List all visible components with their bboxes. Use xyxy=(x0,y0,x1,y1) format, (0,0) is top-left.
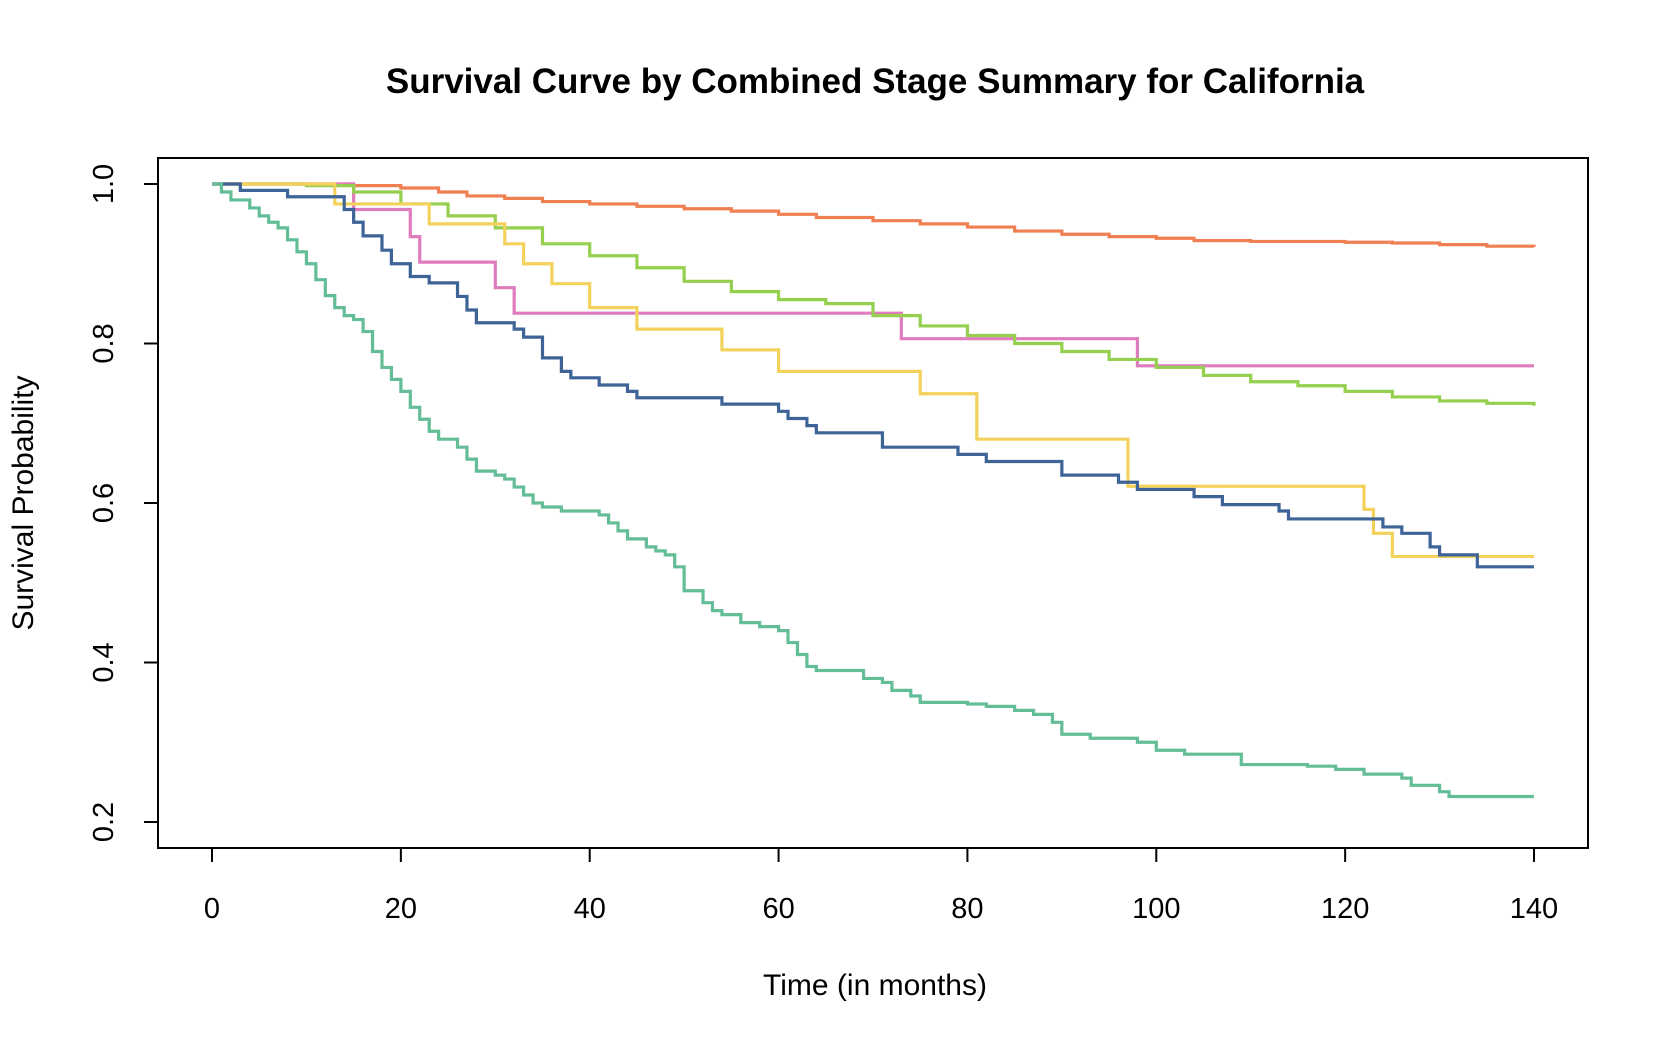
survival-curve-3 xyxy=(212,182,1536,406)
x-tick-label: 120 xyxy=(1321,893,1369,925)
survival-curve-2 xyxy=(212,182,1534,368)
chart-title: Survival Curve by Combined Stage Summary… xyxy=(386,62,1365,101)
x-tick-label: 0 xyxy=(204,893,220,925)
x-axis-label: Time (in months) xyxy=(763,969,987,1002)
y-tick-label: 0.6 xyxy=(88,483,120,523)
y-tick-label: 0.2 xyxy=(88,802,120,842)
plot-area-frame xyxy=(157,157,1589,849)
y-tick-label: 1.0 xyxy=(88,164,120,204)
survival-curve-1 xyxy=(212,182,1536,248)
x-tick-label: 60 xyxy=(762,893,794,925)
y-axis: 0.2 0.4 0.6 0.8 1.0 xyxy=(88,164,159,842)
survival-curve-5 xyxy=(212,182,1534,569)
x-axis: 0 20 40 60 80 100 120 140 xyxy=(204,847,1558,925)
x-tick-label: 140 xyxy=(1510,893,1558,925)
x-tick-label: 20 xyxy=(385,893,417,925)
y-tick-label: 0.8 xyxy=(88,323,120,363)
x-tick-label: 100 xyxy=(1132,893,1180,925)
series-layer xyxy=(212,182,1536,799)
survival-curve-6 xyxy=(212,182,1534,799)
survival-curve-4 xyxy=(212,182,1534,559)
x-tick-label: 40 xyxy=(574,893,606,925)
x-tick-label: 80 xyxy=(951,893,983,925)
y-tick-label: 0.4 xyxy=(88,642,120,682)
y-axis-label: Survival Probability xyxy=(7,375,40,630)
